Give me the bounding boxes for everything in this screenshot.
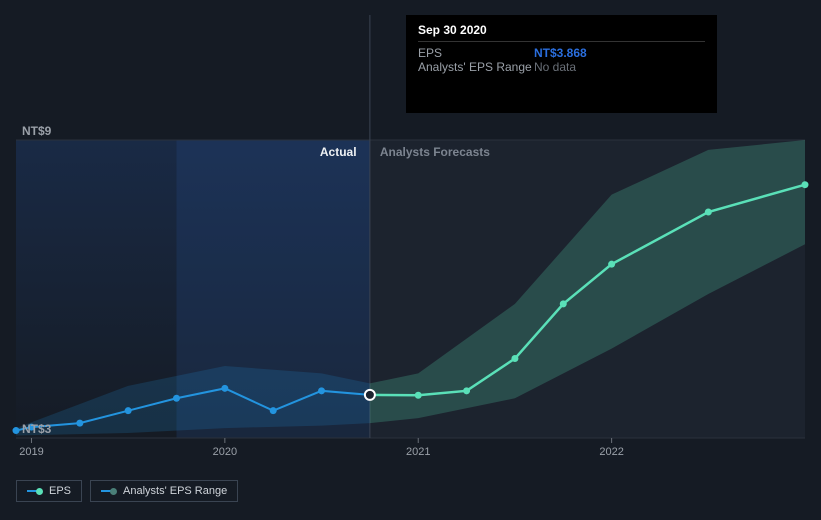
section-label-forecast: Analysts Forecasts: [380, 145, 490, 159]
tooltip-value-range: No data: [534, 60, 576, 74]
legend-dot-eps: [36, 488, 43, 495]
tooltip-value-eps: NT$3.868: [534, 46, 587, 60]
legend-dot-range: [110, 488, 117, 495]
chart-tooltip: Sep 30 2020 EPS NT$3.868 Analysts' EPS R…: [406, 15, 717, 113]
y-tick-label-bottom: NT$3: [22, 422, 51, 436]
tooltip-label-eps: EPS: [418, 46, 534, 60]
tooltip-row-range: Analysts' EPS Range No data: [418, 60, 705, 74]
chart-legend: EPS Analysts' EPS Range: [16, 480, 238, 502]
legend-label-range: Analysts' EPS Range: [123, 485, 227, 497]
x-tick-2021: 2021: [406, 446, 430, 458]
tooltip-row-eps: EPS NT$3.868: [418, 46, 705, 60]
legend-swatch-range: [101, 488, 117, 495]
tooltip-date: Sep 30 2020: [418, 23, 705, 42]
section-label-actual: Actual: [320, 145, 357, 159]
y-tick-label-top: NT$9: [22, 124, 51, 138]
legend-swatch-eps: [27, 488, 43, 495]
x-tick-2020: 2020: [213, 446, 237, 458]
x-tick-2022: 2022: [599, 446, 623, 458]
x-tick-2019: 2019: [19, 446, 43, 458]
legend-item-eps[interactable]: EPS: [16, 480, 82, 502]
legend-item-range[interactable]: Analysts' EPS Range: [90, 480, 238, 502]
legend-label-eps: EPS: [49, 485, 71, 497]
tooltip-label-range: Analysts' EPS Range: [418, 60, 534, 74]
